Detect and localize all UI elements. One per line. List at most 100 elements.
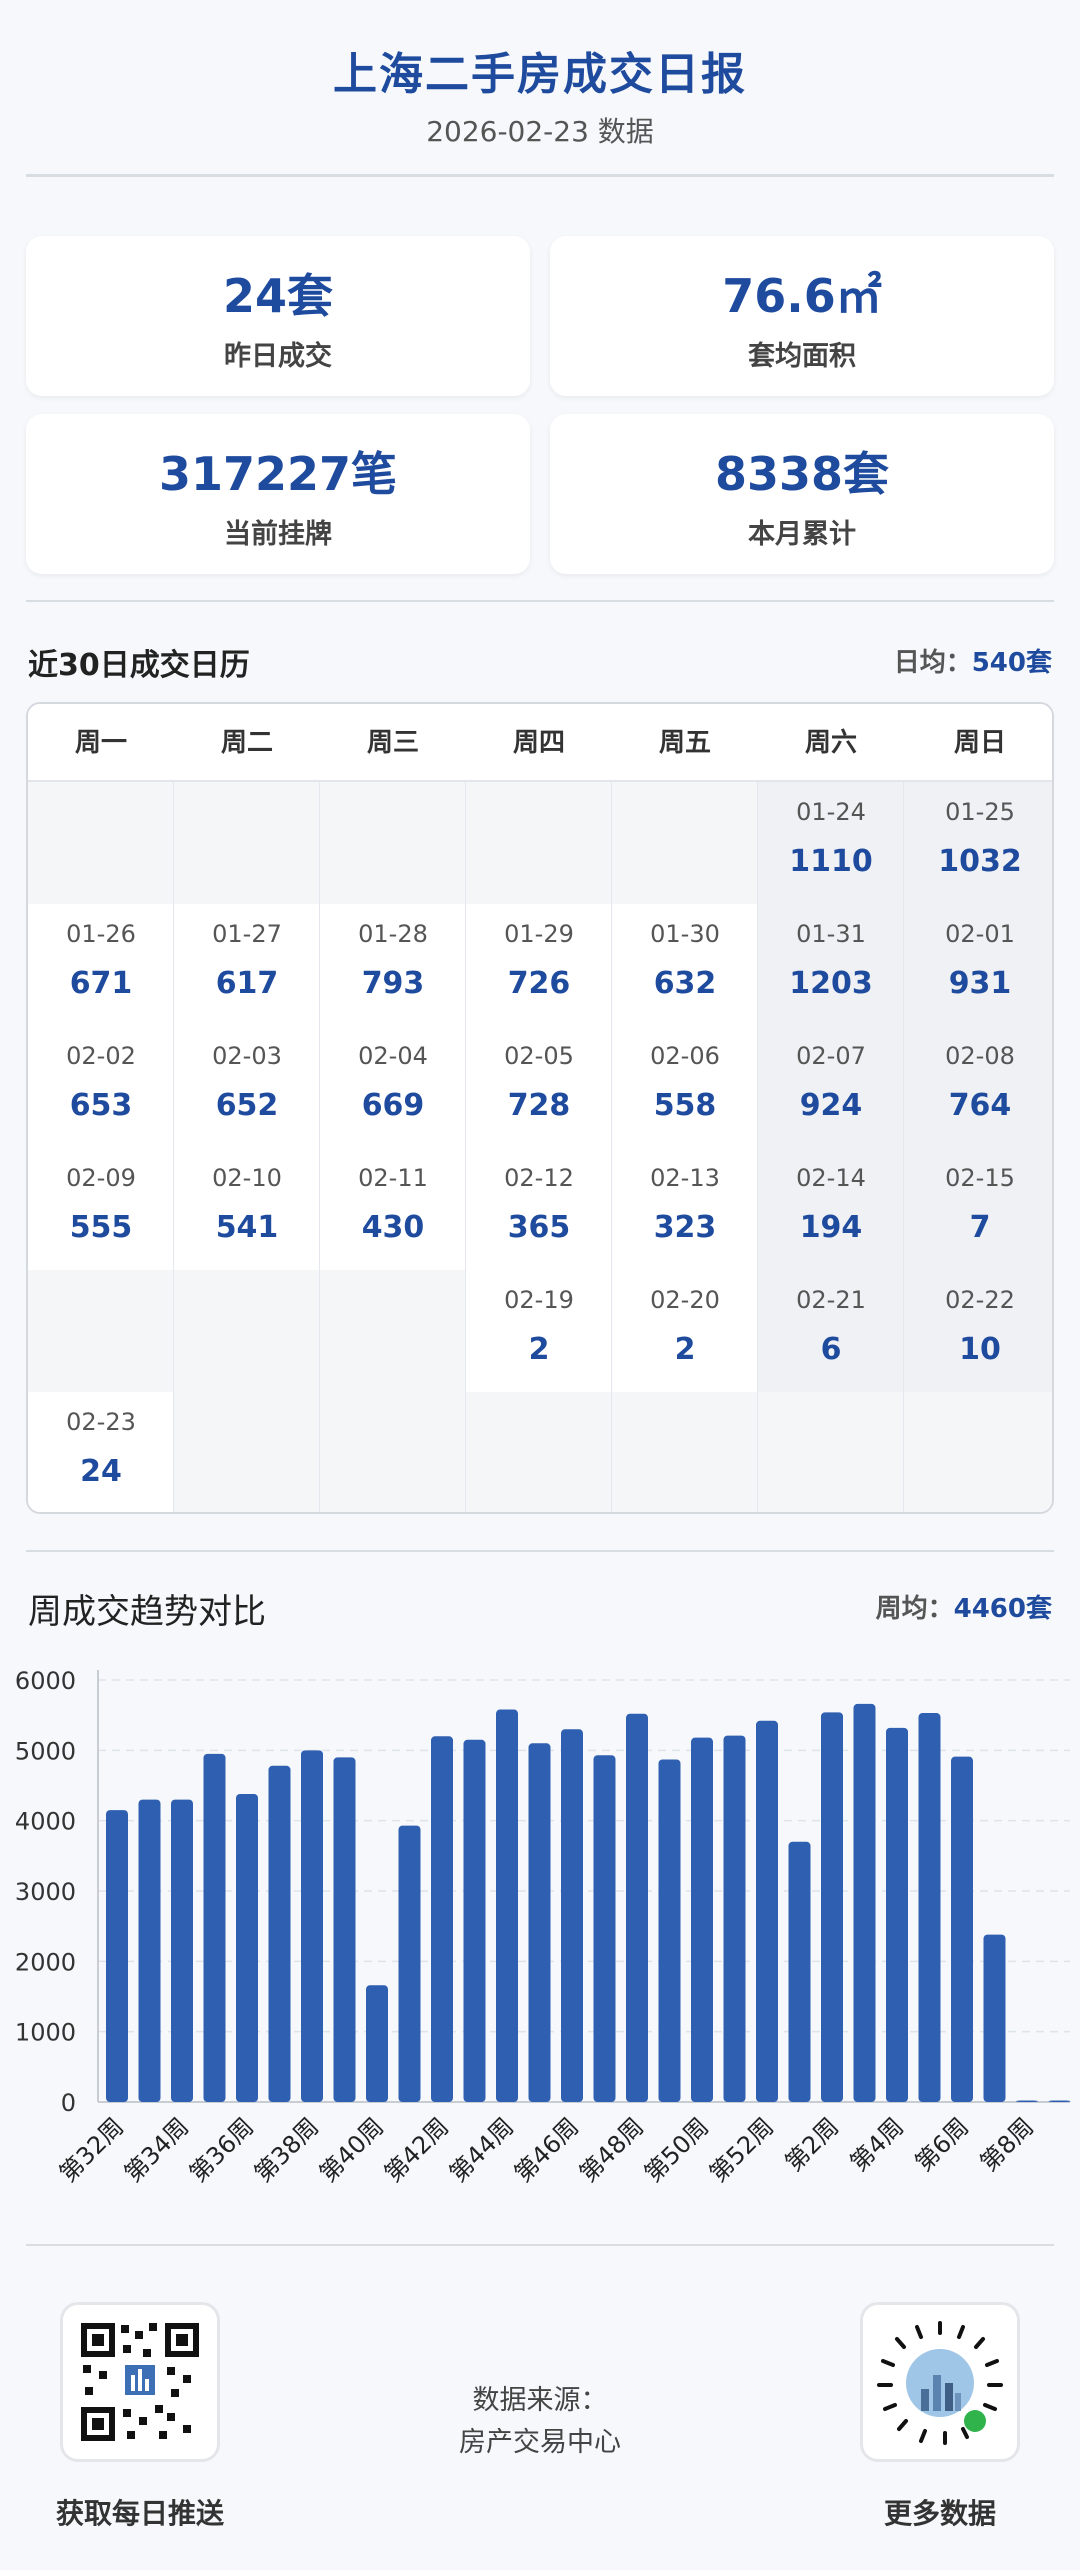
- average-value: 4460套: [953, 1594, 1052, 1624]
- bar: [951, 1756, 973, 2102]
- calendar-day-cell: 02-10 541: [174, 1148, 320, 1270]
- stat-card-listings: 317227笔 当前挂牌: [26, 414, 530, 574]
- day-date: 02-02: [66, 1042, 136, 1070]
- calendar-day-cell: 01-27 617: [174, 904, 320, 1026]
- day-count: 430: [361, 1210, 425, 1245]
- y-tick-label: 4000: [15, 1808, 76, 1836]
- y-tick-label: 6000: [15, 1667, 76, 1695]
- day-count: 671: [69, 966, 133, 1001]
- average-label: 周均：: [875, 1594, 954, 1624]
- bar: [788, 1841, 811, 2102]
- day-date: 02-10: [212, 1164, 282, 1192]
- x-tick-label: 第4周: [845, 2112, 910, 2177]
- day-count: 632: [653, 966, 717, 1001]
- calendar-day-cell: 02-22 10: [904, 1270, 1052, 1392]
- day-count: 1203: [789, 966, 873, 1001]
- day-count: 24: [80, 1454, 122, 1489]
- divider: [26, 2244, 1054, 2246]
- mini-program-code-icon: [876, 2318, 1004, 2446]
- day-date: 02-08: [945, 1042, 1015, 1070]
- calendar-day-cell: 02-09 555: [28, 1148, 174, 1270]
- bar: [723, 1735, 746, 2102]
- bar: [626, 1713, 648, 2102]
- day-count: 653: [69, 1088, 133, 1123]
- weekday-label: 周六: [804, 728, 857, 758]
- day-count: 541: [215, 1210, 279, 1245]
- x-tick-label: 第36周: [184, 2112, 259, 2187]
- bar: [983, 1934, 1006, 2102]
- bar: [1016, 2100, 1038, 2102]
- stat-card-avg-area: 76.6㎡ 套均面积: [550, 236, 1054, 396]
- stat-card-month-total: 8338套 本月累计: [550, 414, 1054, 574]
- day-date: 02-09: [66, 1164, 136, 1192]
- calendar-column: [28, 782, 174, 1512]
- divider: [26, 1550, 1054, 1552]
- bar: [366, 1985, 388, 2102]
- bar: [268, 1765, 291, 2102]
- bar: [756, 1720, 778, 2102]
- bar: [561, 1729, 583, 2102]
- day-date: 02-19: [504, 1286, 574, 1314]
- calendar-day-cell: 01-31 1203: [758, 904, 904, 1026]
- day-count: 2: [528, 1332, 550, 1367]
- weekday-label: 周五: [658, 728, 711, 758]
- calendar-day-cell: 02-21 6: [758, 1270, 904, 1392]
- calendar-day-cell: 02-23 24: [28, 1392, 174, 1512]
- stat-card-yesterday: 24套 昨日成交: [26, 236, 530, 396]
- calendar-column: [904, 782, 1052, 1512]
- weekday-label: 周一: [74, 728, 127, 758]
- bar: [658, 1759, 681, 2102]
- day-date: 02-21: [796, 1286, 866, 1314]
- day-count: 558: [653, 1088, 717, 1123]
- day-count: 323: [653, 1210, 717, 1245]
- day-count: 1032: [938, 844, 1022, 879]
- day-count: 669: [361, 1088, 425, 1123]
- x-tick-label: 第42周: [379, 2112, 454, 2187]
- calendar-column: [466, 782, 612, 1512]
- stat-label: 本月累计: [748, 519, 856, 550]
- x-tick-label: 第50周: [639, 2112, 714, 2187]
- bar: [106, 1810, 128, 2102]
- y-tick-label: 1000: [15, 2019, 76, 2047]
- calendar-column: [612, 782, 758, 1512]
- y-tick-label: 3000: [15, 1878, 76, 1906]
- x-tick-label: 第32周: [54, 2112, 129, 2187]
- x-tick-label: 第38周: [249, 2112, 324, 2187]
- calendar-day-cell: 02-08 764: [904, 1026, 1052, 1148]
- calendar-day-cell: 02-04 669: [320, 1026, 466, 1148]
- calendar-title: 近30日成交日历: [28, 648, 250, 683]
- x-tick-label: 第40周: [314, 2112, 389, 2187]
- calendar-day-cell: 02-03 652: [174, 1026, 320, 1148]
- average-value: 540套: [971, 648, 1052, 678]
- calendar-day-cell: 02-13 323: [612, 1148, 758, 1270]
- day-date: 01-27: [212, 920, 282, 948]
- bar: [398, 1825, 421, 2102]
- day-date: 02-03: [212, 1042, 282, 1070]
- bar: [301, 1750, 323, 2102]
- calendar-day-cell: 02-06 558: [612, 1026, 758, 1148]
- more-data-label: 更多数据: [883, 2497, 996, 2530]
- calendar-day-cell: 01-26 671: [28, 904, 174, 1026]
- day-count: 617: [215, 966, 279, 1001]
- bar: [496, 1709, 518, 2102]
- calendar-day-cell: 02-07 924: [758, 1026, 904, 1148]
- day-date: 01-24: [796, 798, 866, 826]
- stat-label: 套均面积: [748, 341, 856, 372]
- bar: [236, 1793, 258, 2102]
- bar: [886, 1727, 908, 2102]
- stat-label: 昨日成交: [224, 341, 332, 372]
- bar: [203, 1753, 226, 2102]
- day-date: 02-05: [504, 1042, 574, 1070]
- day-date: 02-07: [796, 1042, 866, 1070]
- calendar-day-cell: 01-30 632: [612, 904, 758, 1026]
- calendar-grid: 周一 周二 周三 周四 周五 周六 周日 01-24 1110 01-25 1032…: [26, 702, 1054, 1514]
- day-count: 7: [969, 1210, 991, 1245]
- x-tick-label: 第44周: [444, 2112, 519, 2187]
- push-qr-code[interactable]: [60, 2302, 220, 2462]
- day-count: 365: [507, 1210, 571, 1245]
- page-title: 上海二手房成交日报: [333, 49, 747, 100]
- more-data-mini-program-code[interactable]: [860, 2302, 1020, 2462]
- day-count: 2: [674, 1332, 696, 1367]
- day-date: 01-28: [358, 920, 428, 948]
